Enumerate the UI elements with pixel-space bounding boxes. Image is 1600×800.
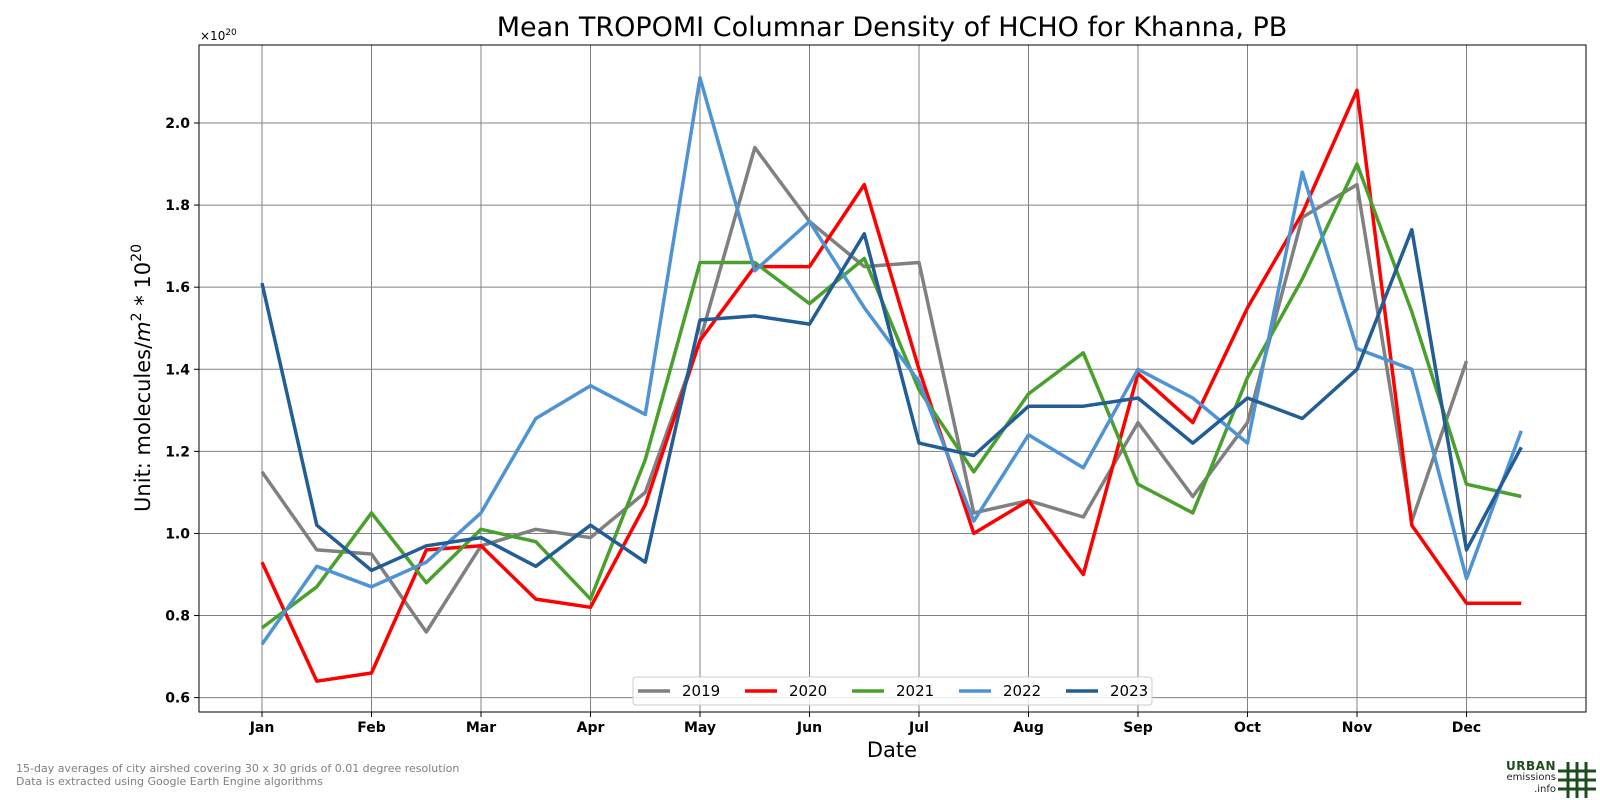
x-tick-label: Apr [577, 720, 605, 736]
x-tick-label: Jan [249, 720, 275, 736]
logo-urban-text: URBAN [1506, 759, 1556, 773]
axis-offset-label: ×1020 [200, 28, 237, 43]
series-line-2020 [260, 88, 1522, 683]
legend-label-2020: 2020 [789, 682, 827, 700]
legend-label-2022: 2022 [1003, 682, 1041, 700]
y-tick-label: 2.0 [165, 116, 190, 132]
legend-label-2021: 2021 [896, 682, 934, 700]
x-axis-label: Date [867, 738, 917, 762]
y-tick-label: 1.0 [165, 526, 190, 542]
x-tick-label: Mar [466, 720, 496, 736]
logo-emissions-text: emissions [1506, 772, 1556, 783]
x-tick-label: Jul [908, 720, 929, 736]
legend-label-2023: 2023 [1110, 682, 1148, 700]
legend-label-2019: 2019 [682, 682, 720, 700]
x-tick-label: Feb [357, 720, 386, 736]
series-lines [260, 76, 1523, 683]
x-axis-ticks: Jan Feb Mar Apr May Jun Jul Aug Sep Oct Nov Dec [249, 712, 1481, 736]
y-tick-label: 0.6 [165, 691, 190, 707]
x-tick-label: Oct [1234, 720, 1261, 736]
x-tick-label: Jun [796, 720, 822, 736]
footer-note-1: 15-day averages of city airshed covering… [16, 762, 460, 775]
y-tick-label: 1.4 [165, 362, 190, 378]
x-tick-label: Nov [1342, 720, 1372, 736]
x-tick-label: May [684, 720, 716, 736]
y-tick-label: 1.6 [165, 280, 190, 296]
chart-title: Mean TROPOMI Columnar Density of HCHO fo… [497, 12, 1288, 43]
x-tick-label: Dec [1452, 720, 1481, 736]
y-tick-label: 1.2 [165, 444, 190, 460]
series-line-2023 [260, 227, 1523, 573]
y-axis-ticks: 0.6 0.8 1.0 1.2 1.4 1.6 1.8 2.0 [165, 116, 199, 707]
logo-grid-icon [1558, 762, 1596, 798]
logo-info-text: .info [1534, 784, 1556, 795]
plot-frame [198, 44, 1587, 713]
y-tick-label: 0.8 [165, 609, 190, 625]
legend: 2019 2020 2021 2022 2023 [632, 676, 1153, 706]
urban-emissions-logo: URBAN emissions .info [1500, 760, 1598, 798]
x-tick-label: Aug [1013, 720, 1044, 736]
y-tick-label: 1.8 [165, 198, 190, 214]
legend-box [632, 676, 1153, 706]
x-tick-label: Sep [1123, 720, 1153, 736]
y-axis-label: Unit: molecules/m2 * 1020 [129, 244, 155, 512]
footer-note-2: Data is extracted using Google Earth Eng… [16, 775, 323, 788]
